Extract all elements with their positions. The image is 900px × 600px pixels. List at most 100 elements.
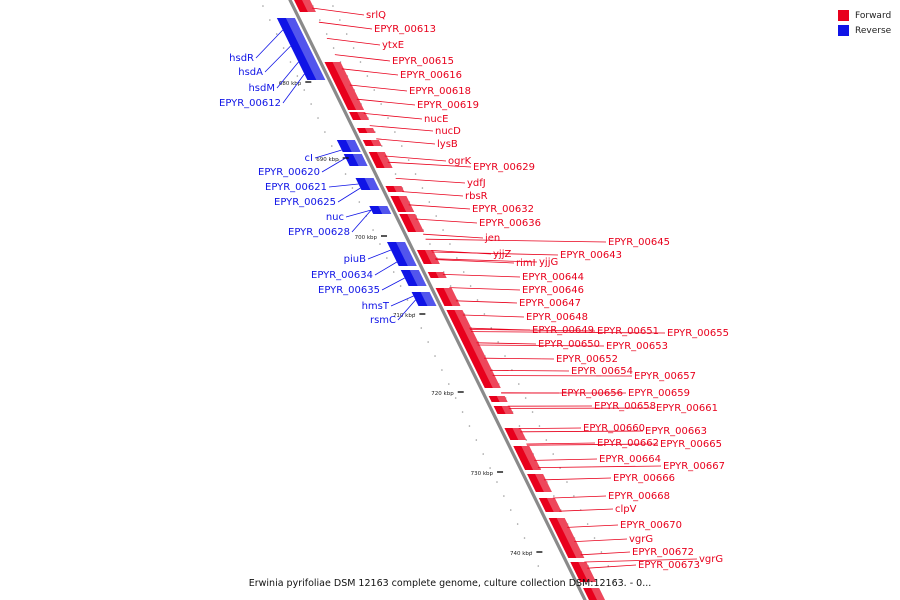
- reverse-gene-label[interactable]: nuc: [326, 212, 344, 223]
- forward-gene-block: [538, 498, 562, 512]
- forward-gene-label[interactable]: EPYR_00618: [409, 86, 471, 97]
- forward-leader-line: [484, 357, 555, 360]
- forward-gene-label[interactable]: EPYR_00648: [526, 312, 588, 323]
- reverse-leader-lines: [255, 29, 416, 321]
- forward-gene-label[interactable]: clpV: [615, 504, 637, 515]
- track-dot: [523, 537, 526, 539]
- forward-gene-label[interactable]: vgrG: [699, 554, 723, 565]
- forward-gene-label[interactable]: ogrK: [448, 156, 472, 167]
- forward-gene-label[interactable]: EPYR_00613: [374, 24, 436, 35]
- forward-gene-label[interactable]: EPYR_00664: [599, 454, 661, 465]
- forward-gene-label[interactable]: lysB: [437, 139, 458, 150]
- track-dot: [476, 299, 479, 301]
- forward-gene-label[interactable]: EPYR_00652: [556, 354, 618, 365]
- forward-gene-label[interactable]: srlQ: [366, 10, 386, 21]
- forward-gene-block-highlight: [535, 474, 552, 492]
- legend-item-reverse[interactable]: Reverse: [838, 23, 891, 38]
- forward-gene-label[interactable]: EPYR_00643: [560, 250, 622, 261]
- track-dot: [456, 257, 458, 259]
- reverse-gene-label[interactable]: piuB: [344, 254, 366, 265]
- forward-gene-label[interactable]: nucD: [435, 126, 461, 137]
- forward-leader-line: [408, 204, 471, 210]
- track-dot: [427, 341, 429, 343]
- reverse-gene-label[interactable]: hsdR: [229, 53, 254, 64]
- track-dot: [449, 243, 451, 245]
- forward-gene-label[interactable]: EPYR_00616: [400, 70, 462, 81]
- reverse-gene-label[interactable]: hsdM: [248, 83, 275, 94]
- forward-gene-label[interactable]: EPYR_00661: [656, 403, 718, 414]
- tick-label: 740 kbp: [510, 551, 533, 557]
- reverse-leader-line: [282, 73, 305, 104]
- forward-gene-label[interactable]: EPYR_00660: [583, 423, 645, 434]
- forward-gene-label[interactable]: EPYR_00656: [561, 388, 623, 399]
- forward-gene-label[interactable]: ydfJ: [467, 178, 486, 189]
- forward-leader-line: [518, 427, 582, 429]
- forward-gene-label[interactable]: nucE: [424, 114, 449, 125]
- forward-gene-label[interactable]: yjjZ: [493, 249, 511, 260]
- track-dot: [317, 117, 319, 119]
- forward-gene-label[interactable]: EPYR_00629: [473, 162, 535, 173]
- forward-gene-label[interactable]: EPYR_00636: [479, 218, 541, 229]
- forward-leader-line: [567, 524, 619, 528]
- forward-gene-label[interactable]: EPYR_00615: [392, 56, 454, 67]
- track-dot: [399, 285, 402, 287]
- forward-gene-label[interactable]: EPYR_00653: [606, 341, 668, 352]
- forward-gene-label[interactable]: EPYR_00667: [663, 461, 725, 472]
- track-dot: [553, 495, 555, 497]
- legend-item-forward[interactable]: Forward: [838, 8, 891, 23]
- forward-gene-label[interactable]: EPYR_00663: [645, 426, 707, 437]
- forward-gene-label[interactable]: EPYR_00655: [667, 328, 729, 339]
- forward-gene-label[interactable]: EPYR_00647: [519, 298, 581, 309]
- forward-gene-label[interactable]: EPYR_00666: [613, 473, 675, 484]
- reverse-gene-label[interactable]: EPYR_00612: [219, 98, 281, 109]
- forward-gene-label[interactable]: EPYR_00673: [638, 560, 700, 571]
- reverse-gene-block: [343, 154, 368, 166]
- track-dot: [337, 159, 340, 161]
- reverse-gene-label[interactable]: hsdA: [238, 67, 263, 78]
- forward-gene-label[interactable]: EPYR_00670: [620, 520, 682, 531]
- forward-gene-label[interactable]: EPYR_00646: [522, 285, 584, 296]
- forward-leader-line: [356, 98, 416, 106]
- reverse-leader-line: [390, 295, 414, 307]
- track-dot: [461, 411, 464, 413]
- forward-gene-block-highlight: [407, 214, 425, 232]
- forward-gene-label[interactable]: rbsR: [465, 191, 488, 202]
- forward-gene-label[interactable]: EPYR_00665: [660, 439, 722, 450]
- reverse-gene-label[interactable]: EPYR_00635: [318, 285, 380, 296]
- forward-gene-label[interactable]: vgrG: [629, 534, 653, 545]
- reverse-gene-label[interactable]: EPYR_00634: [311, 270, 373, 281]
- forward-gene-label[interactable]: EPYR_00672: [632, 547, 694, 558]
- forward-gene-label[interactable]: EPYR_00657: [634, 371, 696, 382]
- forward-gene-label[interactable]: EPYR_00649: [532, 325, 594, 336]
- forward-gene-label[interactable]: EPYR_00651: [597, 326, 659, 337]
- reverse-gene-label[interactable]: EPYR_00620: [258, 167, 320, 178]
- forward-gene-label[interactable]: rimI: [516, 258, 536, 269]
- reverse-gene-label[interactable]: hmsT: [362, 301, 390, 312]
- reverse-gene-label[interactable]: EPYR_00625: [274, 197, 336, 208]
- forward-gene-label[interactable]: EPYR_00659: [628, 388, 690, 399]
- forward-gene-label[interactable]: EPYR_00632: [472, 204, 534, 215]
- forward-gene-block-highlight: [443, 288, 461, 306]
- forward-gene-label[interactable]: EPYR_00650: [538, 339, 600, 350]
- forward-gene-label[interactable]: EPYR_00654: [571, 366, 633, 377]
- tick-label: 720 kbp: [431, 391, 454, 397]
- forward-gene-label[interactable]: yjjG: [539, 257, 558, 268]
- forward-gene-label[interactable]: EPYR_00619: [417, 100, 479, 111]
- track-dot: [600, 551, 603, 553]
- forward-gene-label[interactable]: EPYR_00658: [594, 401, 656, 412]
- forward-gene-label[interactable]: EPYR_00668: [608, 491, 670, 502]
- reverse-gene-label[interactable]: EPYR_00621: [265, 182, 327, 193]
- reverse-gene-label[interactable]: cI: [305, 153, 313, 164]
- forward-gene-labels: srlQ EPYR_00613 ytxE EPYR_00615 EPYR_00616 EP…: [366, 10, 729, 571]
- forward-gene-label[interactable]: EPYR_00644: [522, 272, 584, 283]
- reverse-gene-label[interactable]: rsmC: [370, 315, 396, 326]
- reverse-leader-line: [351, 209, 372, 233]
- forward-gene-label[interactable]: jen: [484, 233, 500, 244]
- forward-gene-label[interactable]: EPYR_00645: [608, 237, 670, 248]
- forward-gene-label[interactable]: ytxE: [382, 40, 404, 51]
- reverse-gene-label[interactable]: EPYR_00628: [288, 227, 350, 238]
- track-dot: [330, 145, 333, 147]
- track-dot: [475, 439, 478, 441]
- forward-gene-label[interactable]: EPYR_00662: [597, 438, 659, 449]
